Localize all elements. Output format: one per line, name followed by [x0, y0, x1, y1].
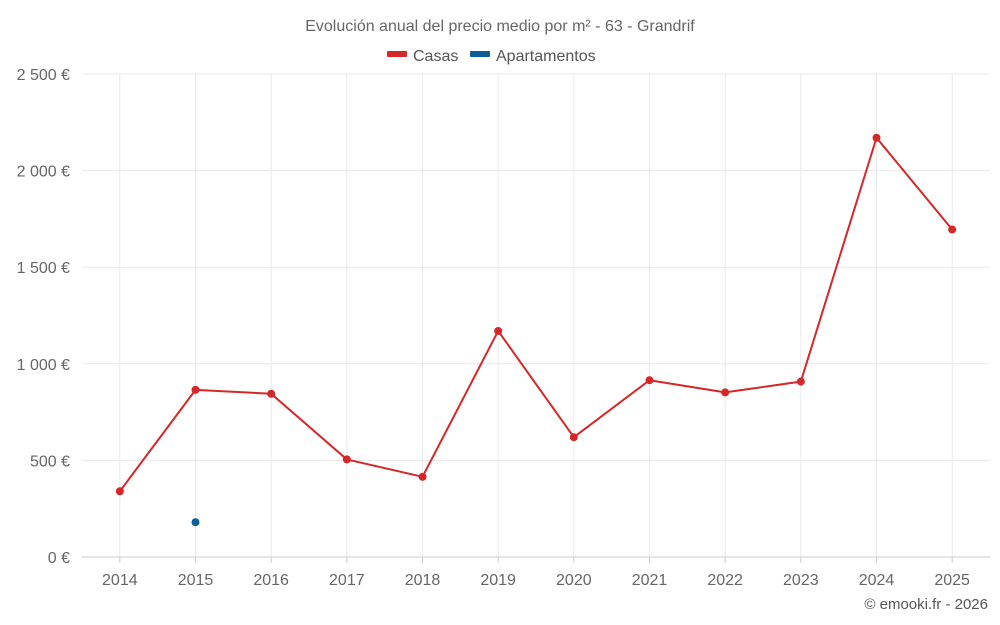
data-point-casas-2024[interactable] [872, 133, 881, 142]
x-tick-label: 2018 [405, 572, 441, 589]
x-tick-label: 2021 [632, 572, 668, 589]
data-point-casas-2014[interactable] [115, 487, 124, 496]
x-tick-label: 2022 [707, 572, 743, 589]
y-tick-label: 2 000 € [17, 164, 70, 181]
data-point-casas-2021[interactable] [645, 376, 654, 385]
x-tick-label: 2014 [102, 572, 138, 589]
y-tick-label: 1 500 € [17, 260, 70, 277]
legend-item-apartamentos[interactable]: Apartamentos [470, 48, 596, 65]
data-point-casas-2016[interactable] [267, 389, 276, 398]
x-tick-label: 2015 [178, 572, 214, 589]
data-point-casas-2017[interactable] [342, 455, 351, 464]
data-point-casas-2023[interactable] [796, 377, 805, 386]
y-tick-label: 0 € [48, 550, 70, 567]
data-point-casas-2025[interactable] [948, 225, 957, 234]
legend-item-casas[interactable]: Casas [387, 48, 458, 65]
data-point-casas-2019[interactable] [494, 326, 503, 335]
credit-text: © emooki.fr - 2026 [864, 596, 988, 613]
legend: Casas Apartamentos [387, 48, 596, 65]
x-tick-label: 2024 [859, 572, 895, 589]
y-gridlines [82, 73, 990, 558]
series-apartamentos [191, 518, 200, 527]
x-tick-label: 2020 [556, 572, 592, 589]
data-point-apartamentos-2015[interactable] [191, 518, 200, 527]
y-tick-label: 1 000 € [17, 357, 70, 374]
data-point-casas-2018[interactable] [418, 472, 427, 481]
x-tick-label: 2017 [329, 572, 365, 589]
x-tick-label: 2016 [253, 572, 289, 589]
x-tick-label: 2019 [480, 572, 516, 589]
x-tick-label: 2025 [934, 572, 970, 589]
x-axis-labels: 2014 2015 2016 2017 2018 2019 2020 2021 2022 2023… [102, 572, 970, 589]
x-gridlines [119, 74, 953, 563]
legend-label-casas: Casas [413, 48, 458, 65]
chart-title: Evolución anual del precio medio por m² … [305, 18, 695, 35]
series-layer [115, 133, 957, 527]
data-point-casas-2020[interactable] [569, 433, 578, 442]
series-line-casas [119, 136, 953, 492]
legend-label-apartamentos: Apartamentos [496, 48, 596, 65]
y-tick-label: 500 € [30, 453, 70, 470]
y-tick-label: 2 500 € [17, 67, 70, 84]
x-tick-label: 2023 [783, 572, 819, 589]
data-point-casas-2015[interactable] [191, 385, 200, 394]
data-point-casas-2022[interactable] [721, 388, 730, 397]
series-casas [115, 133, 957, 496]
y-axis-labels: 0 € 500 € 1 000 € 1 500 € 2 000 € 2 500 € [17, 67, 70, 567]
legend-swatch-casas [387, 51, 407, 57]
legend-swatch-apartamentos [470, 51, 490, 57]
